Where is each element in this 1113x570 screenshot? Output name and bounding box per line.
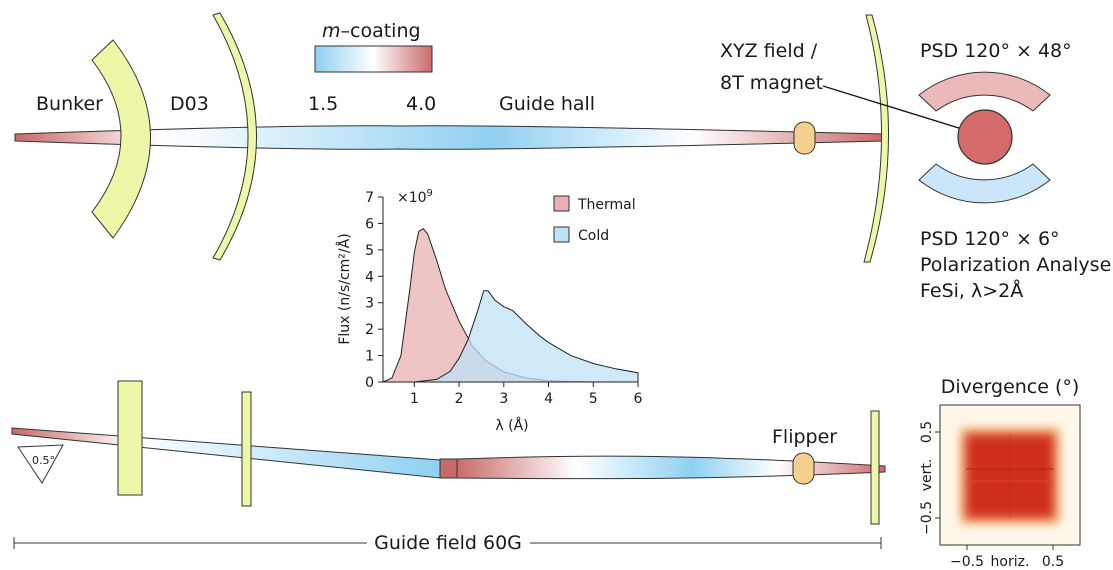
legend-cold-swatch <box>553 226 570 243</box>
psd-bottom-detector <box>918 163 1051 204</box>
legend-thermal-label: Thermal <box>577 197 636 213</box>
divergence-title: Divergence (°) <box>941 376 1080 398</box>
legend-cold-label: Cold <box>578 228 609 244</box>
chart-xlabel: λ (Å) <box>495 417 528 434</box>
lower-guide-straight <box>456 455 886 480</box>
div-xtick-label-neg: −0.5 <box>950 554 984 570</box>
y-tick-label: 1 <box>365 349 374 365</box>
end-mirror <box>863 14 889 263</box>
sample-position <box>957 109 1013 165</box>
label-xyz-1: XYZ field / <box>720 40 818 62</box>
x-tick-label: 2 <box>455 391 464 407</box>
angle-wedge <box>17 444 64 484</box>
label-angle: 0.5° <box>32 454 55 467</box>
label-polarization-analyser: Polarization Analyser <box>920 254 1113 276</box>
bunker-mirror <box>91 39 151 239</box>
chart-ylabel: Flux (n/s/cm²/Å) <box>336 233 353 344</box>
label-bunker: Bunker <box>36 93 103 115</box>
x-tick-label: 1 <box>410 391 419 407</box>
legend-thermal-swatch <box>553 195 570 212</box>
d03-mirror <box>212 12 257 261</box>
xyz-field-component <box>793 121 816 155</box>
divergence-core <box>966 434 1054 518</box>
xyz-arrow-line <box>822 85 976 134</box>
x-tick-label: 5 <box>589 391 598 407</box>
label-guide-field: Guide field 60G <box>374 532 522 554</box>
label-m-4-0: 4.0 <box>406 93 436 115</box>
y-tick-label: 6 <box>365 216 374 232</box>
lower-guide-joint <box>439 458 458 479</box>
psd-top-detector <box>918 71 1051 112</box>
y-tick-label: 0 <box>365 375 374 391</box>
x-tick-label: 3 <box>499 391 508 407</box>
y-tick-label: 5 <box>365 243 374 259</box>
div-xlabel: horiz. <box>991 554 1030 570</box>
flux-chart: 1 2 3 4 5 6 0 1 2 3 4 5 6 7 Flux (n/s/cm²/Å) ×109 λ (… <box>336 188 643 434</box>
lower-mirror-2 <box>241 391 252 507</box>
y-tick-label: 7 <box>365 190 374 206</box>
label-m-1-5: 1.5 <box>308 93 338 115</box>
label-xyz-2: 8T magnet <box>720 72 823 94</box>
flipper-component <box>792 452 815 485</box>
y-tick-label: 2 <box>365 322 374 338</box>
div-ylabel: vert. <box>919 459 935 492</box>
m-coating-title: m–coating <box>322 20 421 42</box>
label-fesi: FeSi, λ>2Å <box>920 279 1023 302</box>
label-flipper: Flipper <box>772 426 837 448</box>
div-ytick-label-neg: −0.5 <box>919 501 935 535</box>
label-psd-top: PSD 120° × 48° <box>920 40 1072 62</box>
div-ytick-label-pos: 0.5 <box>919 421 935 443</box>
chart-y-exponent: ×109 <box>397 188 433 206</box>
m-coating-colorbar <box>314 45 433 73</box>
x-tick-label: 6 <box>634 391 643 407</box>
y-tick-label: 4 <box>365 269 374 285</box>
series-area-cold <box>383 290 639 383</box>
label-d03: D03 <box>170 93 209 115</box>
label-psd-bottom: PSD 120° × 6° <box>920 228 1060 250</box>
label-guide-hall: Guide hall <box>499 93 595 115</box>
y-tick-label: 3 <box>365 296 374 312</box>
lower-mirror-1 <box>117 380 143 496</box>
lower-guide-tilted <box>11 427 441 479</box>
lower-mirror-3 <box>870 410 880 525</box>
div-xtick-label-pos: 0.5 <box>1042 554 1064 570</box>
x-tick-label: 4 <box>544 391 553 407</box>
